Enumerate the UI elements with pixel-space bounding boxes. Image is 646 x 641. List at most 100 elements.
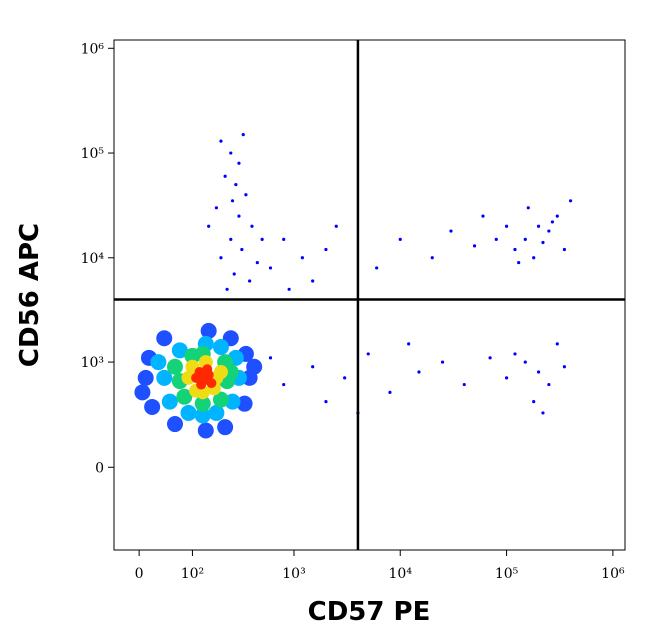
event-dot [562, 247, 567, 252]
x-tick-label: 10² [181, 566, 204, 582]
event-dot [547, 229, 551, 233]
event-dot [197, 422, 214, 439]
event-dot [232, 272, 236, 276]
event-dot [541, 411, 545, 415]
event-dot [523, 237, 527, 241]
plot-frame [113, 39, 626, 551]
event-dot [268, 356, 273, 360]
event-dot [229, 237, 233, 241]
event-dot [241, 132, 245, 137]
event-dot [237, 161, 241, 165]
event-dot [246, 358, 263, 375]
event-dot [568, 199, 573, 203]
event-dot [206, 378, 217, 389]
event-dot [181, 370, 196, 385]
event-dot [300, 256, 304, 260]
event-dot [240, 247, 244, 252]
event-dot [440, 360, 445, 364]
event-dot [237, 214, 241, 218]
event-dot [219, 139, 223, 143]
event-dot [541, 240, 545, 245]
event-dot [562, 365, 567, 369]
event-dot [255, 260, 259, 265]
x-tick-label: 0 [135, 566, 144, 582]
y-tick-label: 10⁵ [81, 146, 105, 162]
event-dot [343, 376, 347, 380]
event-dot [526, 206, 530, 210]
event-dot [532, 400, 536, 404]
event-dot [225, 287, 229, 291]
event-dot [212, 391, 229, 408]
event-dot [311, 365, 315, 369]
event-dot [449, 229, 453, 233]
x-tick-label: 10⁵ [495, 566, 519, 582]
event-dot [223, 174, 227, 178]
event-dot [555, 342, 559, 346]
event-dot [407, 342, 411, 346]
event-dot [202, 364, 213, 375]
y-tick-label: 10⁶ [81, 41, 105, 57]
x-tick-label: 10⁴ [389, 566, 413, 582]
event-dot [244, 193, 248, 197]
event-dot [248, 279, 252, 283]
y-tick-label: 10³ [81, 355, 104, 371]
y-tick-label: 0 [95, 460, 104, 476]
event-dot [513, 352, 517, 356]
event-dot [287, 287, 291, 291]
event-dot [513, 247, 517, 252]
event-dot [282, 237, 286, 241]
event-dot [134, 384, 151, 401]
event-dot [536, 224, 541, 228]
event-dot [504, 224, 509, 228]
event-dot [194, 395, 211, 412]
event-dot [234, 182, 238, 187]
x-tick-label: 10⁶ [601, 566, 625, 582]
event-dot [150, 354, 167, 371]
event-dot [472, 244, 477, 248]
event-dot [268, 266, 273, 270]
event-dot [208, 404, 225, 421]
event-dot [536, 370, 541, 374]
event-dot [430, 256, 434, 260]
event-dot [219, 256, 223, 260]
event-dot [176, 388, 193, 405]
event-dot [324, 247, 328, 252]
event-dot [196, 379, 207, 390]
event-dot [236, 395, 253, 412]
event-dot [334, 224, 338, 228]
x-tick-label: 10³ [282, 566, 305, 582]
event-dot [217, 419, 234, 436]
event-dot [230, 199, 235, 203]
event-dot [462, 382, 466, 387]
event-dot [398, 237, 402, 241]
event-dot [137, 369, 154, 386]
event-dot [324, 400, 328, 404]
event-dot [212, 338, 229, 355]
event-dot [547, 382, 551, 387]
event-dot [375, 266, 379, 270]
event-dot [550, 220, 555, 224]
event-dot [166, 358, 183, 375]
event-dot [311, 279, 315, 283]
event-dot [417, 370, 421, 374]
event-dot [200, 322, 217, 339]
event-dot [481, 214, 485, 218]
event-dot [166, 416, 183, 433]
event-dot [156, 369, 173, 386]
event-dot [555, 214, 559, 218]
event-dot [156, 330, 173, 347]
event-dot [504, 376, 509, 380]
event-dot [229, 151, 233, 155]
event-dot [282, 382, 286, 387]
event-dot [494, 237, 498, 241]
event-dot [194, 407, 211, 424]
event-dot [214, 206, 218, 210]
event-dot [213, 364, 228, 379]
event-dot [523, 360, 527, 364]
y-tick-label: 10⁴ [81, 251, 105, 267]
y-axis-title: CD56 APC [15, 223, 45, 367]
event-dot [222, 363, 239, 380]
event-dot [184, 347, 201, 364]
event-dot [250, 224, 254, 228]
